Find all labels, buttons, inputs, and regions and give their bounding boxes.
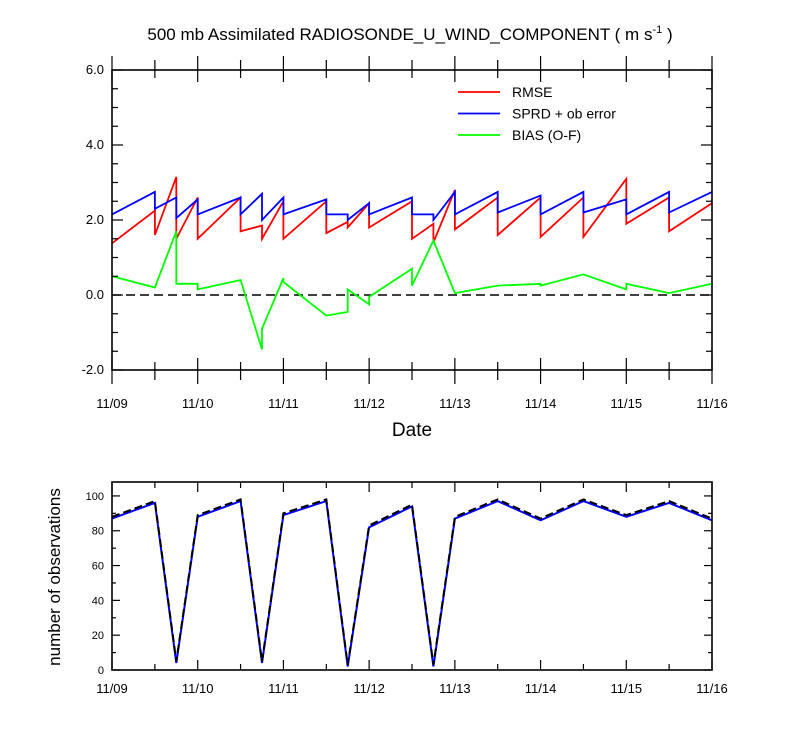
y-tick-label: 0.0: [86, 287, 104, 302]
chart-title-superscript: -1: [652, 24, 662, 36]
series-line-obs-used: [111, 499, 713, 667]
x-tick-label: 11/12: [353, 396, 385, 411]
chart-title-end: ): [662, 25, 672, 44]
bottom-plot: 11/09 11/10 11/11 11/12 11/13 11/14 11/15 11/16…: [86, 481, 728, 696]
x-tick-label: 11/10: [182, 396, 214, 411]
x-tick-label: 11/14: [525, 396, 557, 411]
x-tick-label: 11/16: [696, 681, 728, 696]
y-tick-label: 0: [98, 665, 104, 677]
x-tick-label: 11/12: [353, 681, 385, 696]
legend-label: RMSE: [512, 84, 552, 100]
x-tick-label: 11/09: [96, 681, 128, 696]
top-plot: 11/09 11/10 11/11 11/12 11/13 11/14 11/15 11/16…: [82, 56, 728, 411]
x-tick-label: 11/13: [439, 681, 471, 696]
chart-title: 500 mb Assimilated RADIOSONDE_U_WIND_COM…: [147, 24, 672, 44]
y-tick-label: 100: [86, 491, 104, 503]
x-tick-label: 11/14: [525, 681, 557, 696]
chart-title-main: 500 mb Assimilated RADIOSONDE_U_WIND_COM…: [147, 25, 652, 44]
y-tick-label: 6.0: [86, 62, 104, 77]
bottom-y-axis-label: number of observations: [45, 488, 64, 666]
y-tick-label: 80: [92, 526, 104, 538]
y-tick-label: 4.0: [86, 137, 104, 152]
y-tick-label: 60: [92, 561, 104, 573]
y-tick-label: 20: [92, 630, 104, 642]
series-line-obs-possible: [111, 498, 713, 665]
y-tick-label: 2.0: [86, 212, 104, 227]
x-tick-label: 11/09: [96, 396, 128, 411]
x-tick-label: 11/13: [439, 396, 471, 411]
series-line-bias-o-f-: [111, 230, 713, 350]
series-line-sprd-ob-error: [111, 189, 713, 223]
x-tick-label: 11/15: [610, 681, 642, 696]
x-tick-label: 11/16: [696, 396, 728, 411]
x-tick-label: 11/11: [268, 396, 299, 411]
y-tick-label: 40: [92, 595, 104, 607]
x-tick-label: 11/10: [182, 681, 214, 696]
x-tick-label: 11/11: [268, 681, 299, 696]
x-tick-label: 11/15: [610, 396, 642, 411]
legend-label: BIAS (O-F): [512, 127, 581, 143]
legend-label: SPRD + ob error: [512, 106, 616, 122]
top-x-axis-label: Date: [392, 420, 432, 441]
y-tick-label: -2.0: [82, 362, 104, 377]
